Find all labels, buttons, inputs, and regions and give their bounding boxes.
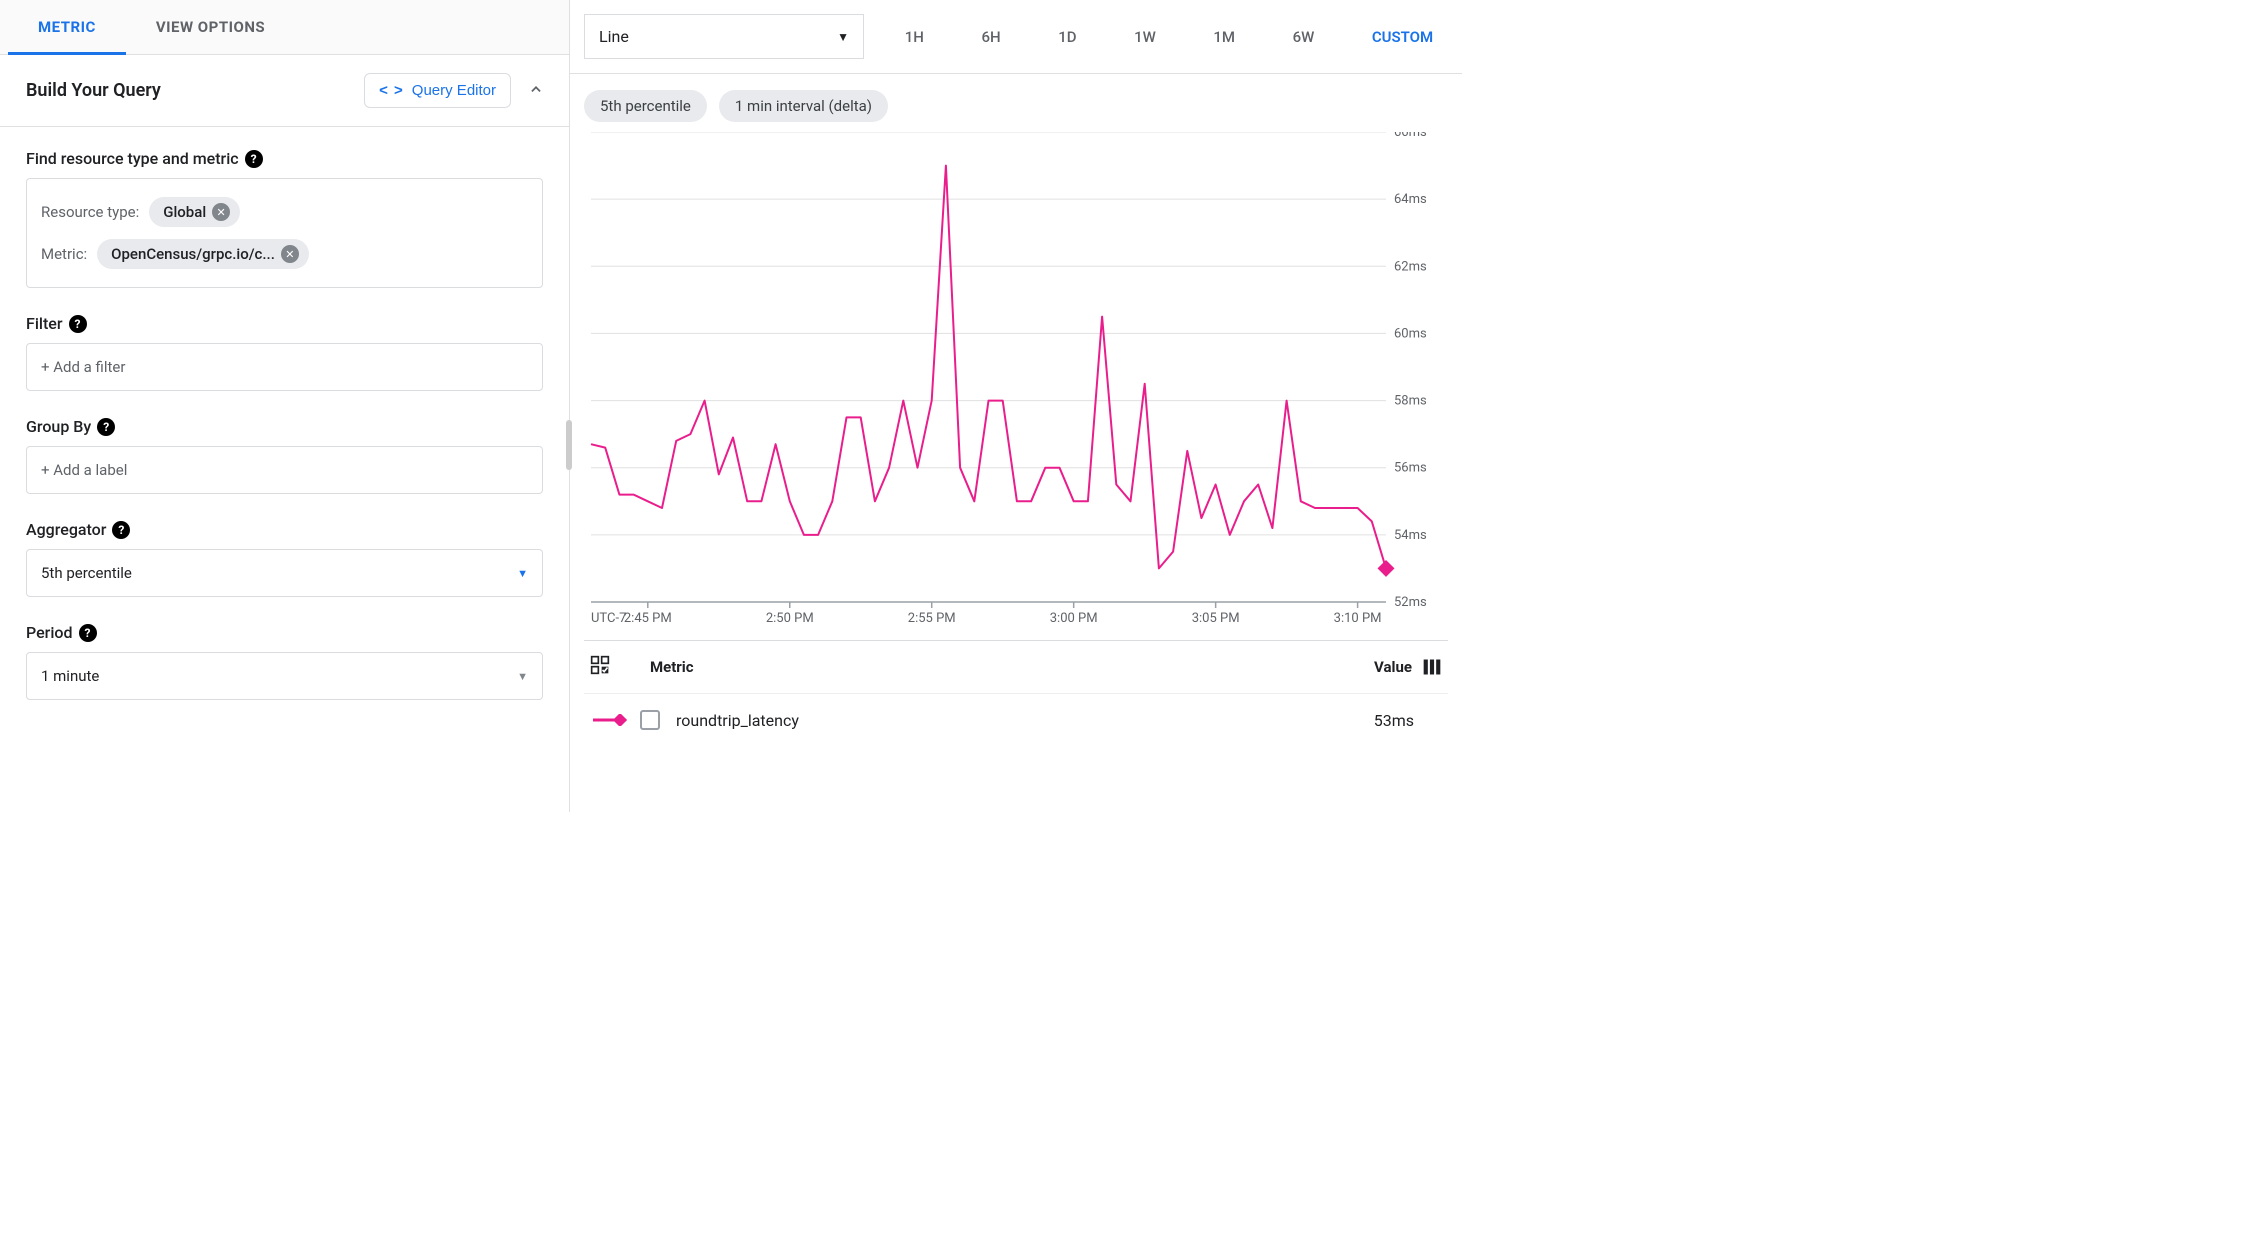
resource-type-label: Resource type: [41, 203, 139, 221]
svg-text:3:05 PM: 3:05 PM [1192, 611, 1240, 626]
info-pill: 1 min interval (delta) [719, 90, 888, 122]
config-tabs: METRIC VIEW OPTIONS [0, 0, 569, 55]
svg-text:UTC-7: UTC-7 [591, 611, 626, 626]
group-by-input[interactable]: + Add a label [26, 446, 543, 494]
filter-label: Filter [26, 314, 63, 333]
svg-text:3:00 PM: 3:00 PM [1050, 611, 1098, 626]
code-icon: < > [379, 82, 404, 99]
legend-metric-value: 53ms [1374, 711, 1414, 730]
metric-value-text: OpenCensus/grpc.io/c... [111, 245, 275, 263]
time-range-1d[interactable]: 1D [1052, 24, 1082, 50]
chart-type-value: Line [599, 27, 629, 46]
chart-info-pills: 5th percentile 1 min interval (delta) [570, 74, 1462, 132]
chevron-up-icon[interactable] [529, 82, 543, 100]
columns-icon[interactable] [1422, 657, 1442, 677]
series-swatch [590, 714, 630, 726]
aggregator-label: Aggregator [26, 520, 106, 539]
svg-text:62ms: 62ms [1394, 259, 1427, 274]
aggregator-value: 5th percentile [41, 564, 132, 582]
resource-type-value: Global [163, 203, 206, 221]
svg-text:66ms: 66ms [1394, 132, 1427, 140]
chevron-down-icon: ▼ [517, 670, 528, 683]
time-range-6w[interactable]: 6W [1287, 24, 1321, 50]
metric-name-label: Metric: [41, 245, 87, 263]
resource-type-chip[interactable]: Global ✕ [149, 197, 240, 227]
svg-text:58ms: 58ms [1394, 394, 1427, 409]
legend-row[interactable]: roundtrip_latency53ms [584, 694, 1448, 746]
help-icon[interactable]: ? [69, 315, 87, 333]
legend-table: Metric Value roundtrip_latency53ms [584, 640, 1448, 746]
period-value: 1 minute [41, 667, 99, 685]
query-panel: METRIC VIEW OPTIONS Build Your Query < >… [0, 0, 570, 812]
period-select[interactable]: 1 minute ▼ [26, 652, 543, 700]
svg-text:2:45 PM: 2:45 PM [624, 611, 672, 626]
help-icon[interactable]: ? [245, 150, 263, 168]
svg-text:2:55 PM: 2:55 PM [908, 611, 956, 626]
tab-metric[interactable]: METRIC [8, 0, 126, 54]
info-pill: 5th percentile [584, 90, 707, 122]
chart-panel: Line ▼ 1H 6H 1D 1W 1M 6W CUSTOM 5th percentile… [570, 0, 1462, 812]
legend-checkbox[interactable] [640, 710, 660, 730]
svg-text:2:50 PM: 2:50 PM [766, 611, 814, 626]
tab-view-options[interactable]: VIEW OPTIONS [126, 0, 295, 54]
legend-metric-name: roundtrip_latency [676, 711, 1374, 730]
query-builder-title: Build Your Query [26, 80, 161, 101]
help-icon[interactable]: ? [112, 521, 130, 539]
find-metric-label: Find resource type and metric [26, 149, 239, 168]
filter-input[interactable]: + Add a filter [26, 343, 543, 391]
svg-text:56ms: 56ms [1394, 461, 1427, 476]
svg-text:54ms: 54ms [1394, 528, 1427, 543]
period-label: Period [26, 623, 73, 642]
help-icon[interactable]: ? [79, 624, 97, 642]
metric-chip[interactable]: OpenCensus/grpc.io/c... ✕ [97, 239, 309, 269]
svg-text:60ms: 60ms [1394, 326, 1427, 341]
chart-type-select[interactable]: Line ▼ [584, 14, 864, 59]
legend-value-header: Value [1374, 658, 1412, 676]
latency-line-chart: 52ms 54ms 56ms 58ms 60ms 62ms 64ms 66ms UTC-72:4… [584, 132, 1448, 632]
time-range-selector: 1H 6H 1D 1W 1M 6W CUSTOM [890, 24, 1448, 50]
help-icon[interactable]: ? [97, 418, 115, 436]
query-editor-label: Query Editor [412, 82, 496, 99]
query-editor-button[interactable]: < > Query Editor [364, 73, 511, 108]
time-range-1w[interactable]: 1W [1128, 24, 1162, 50]
time-range-1m[interactable]: 1M [1207, 24, 1241, 50]
grid-icon[interactable] [590, 655, 610, 675]
legend-metric-header: Metric [650, 658, 1374, 676]
close-icon[interactable]: ✕ [212, 203, 230, 221]
group-by-label: Group By [26, 417, 91, 436]
resize-handle[interactable] [566, 420, 572, 470]
svg-text:52ms: 52ms [1394, 595, 1427, 610]
aggregator-select[interactable]: 5th percentile ▼ [26, 549, 543, 597]
chevron-down-icon: ▼ [517, 567, 528, 580]
svg-text:64ms: 64ms [1394, 192, 1427, 207]
time-range-1h[interactable]: 1H [899, 24, 930, 50]
close-icon[interactable]: ✕ [281, 245, 299, 263]
svg-text:3:10 PM: 3:10 PM [1334, 611, 1382, 626]
time-range-6h[interactable]: 6H [975, 24, 1006, 50]
metric-selector-box[interactable]: Resource type: Global ✕ Metric: OpenCens… [26, 178, 543, 288]
time-range-custom[interactable]: CUSTOM [1366, 24, 1439, 50]
chevron-down-icon: ▼ [837, 30, 849, 44]
